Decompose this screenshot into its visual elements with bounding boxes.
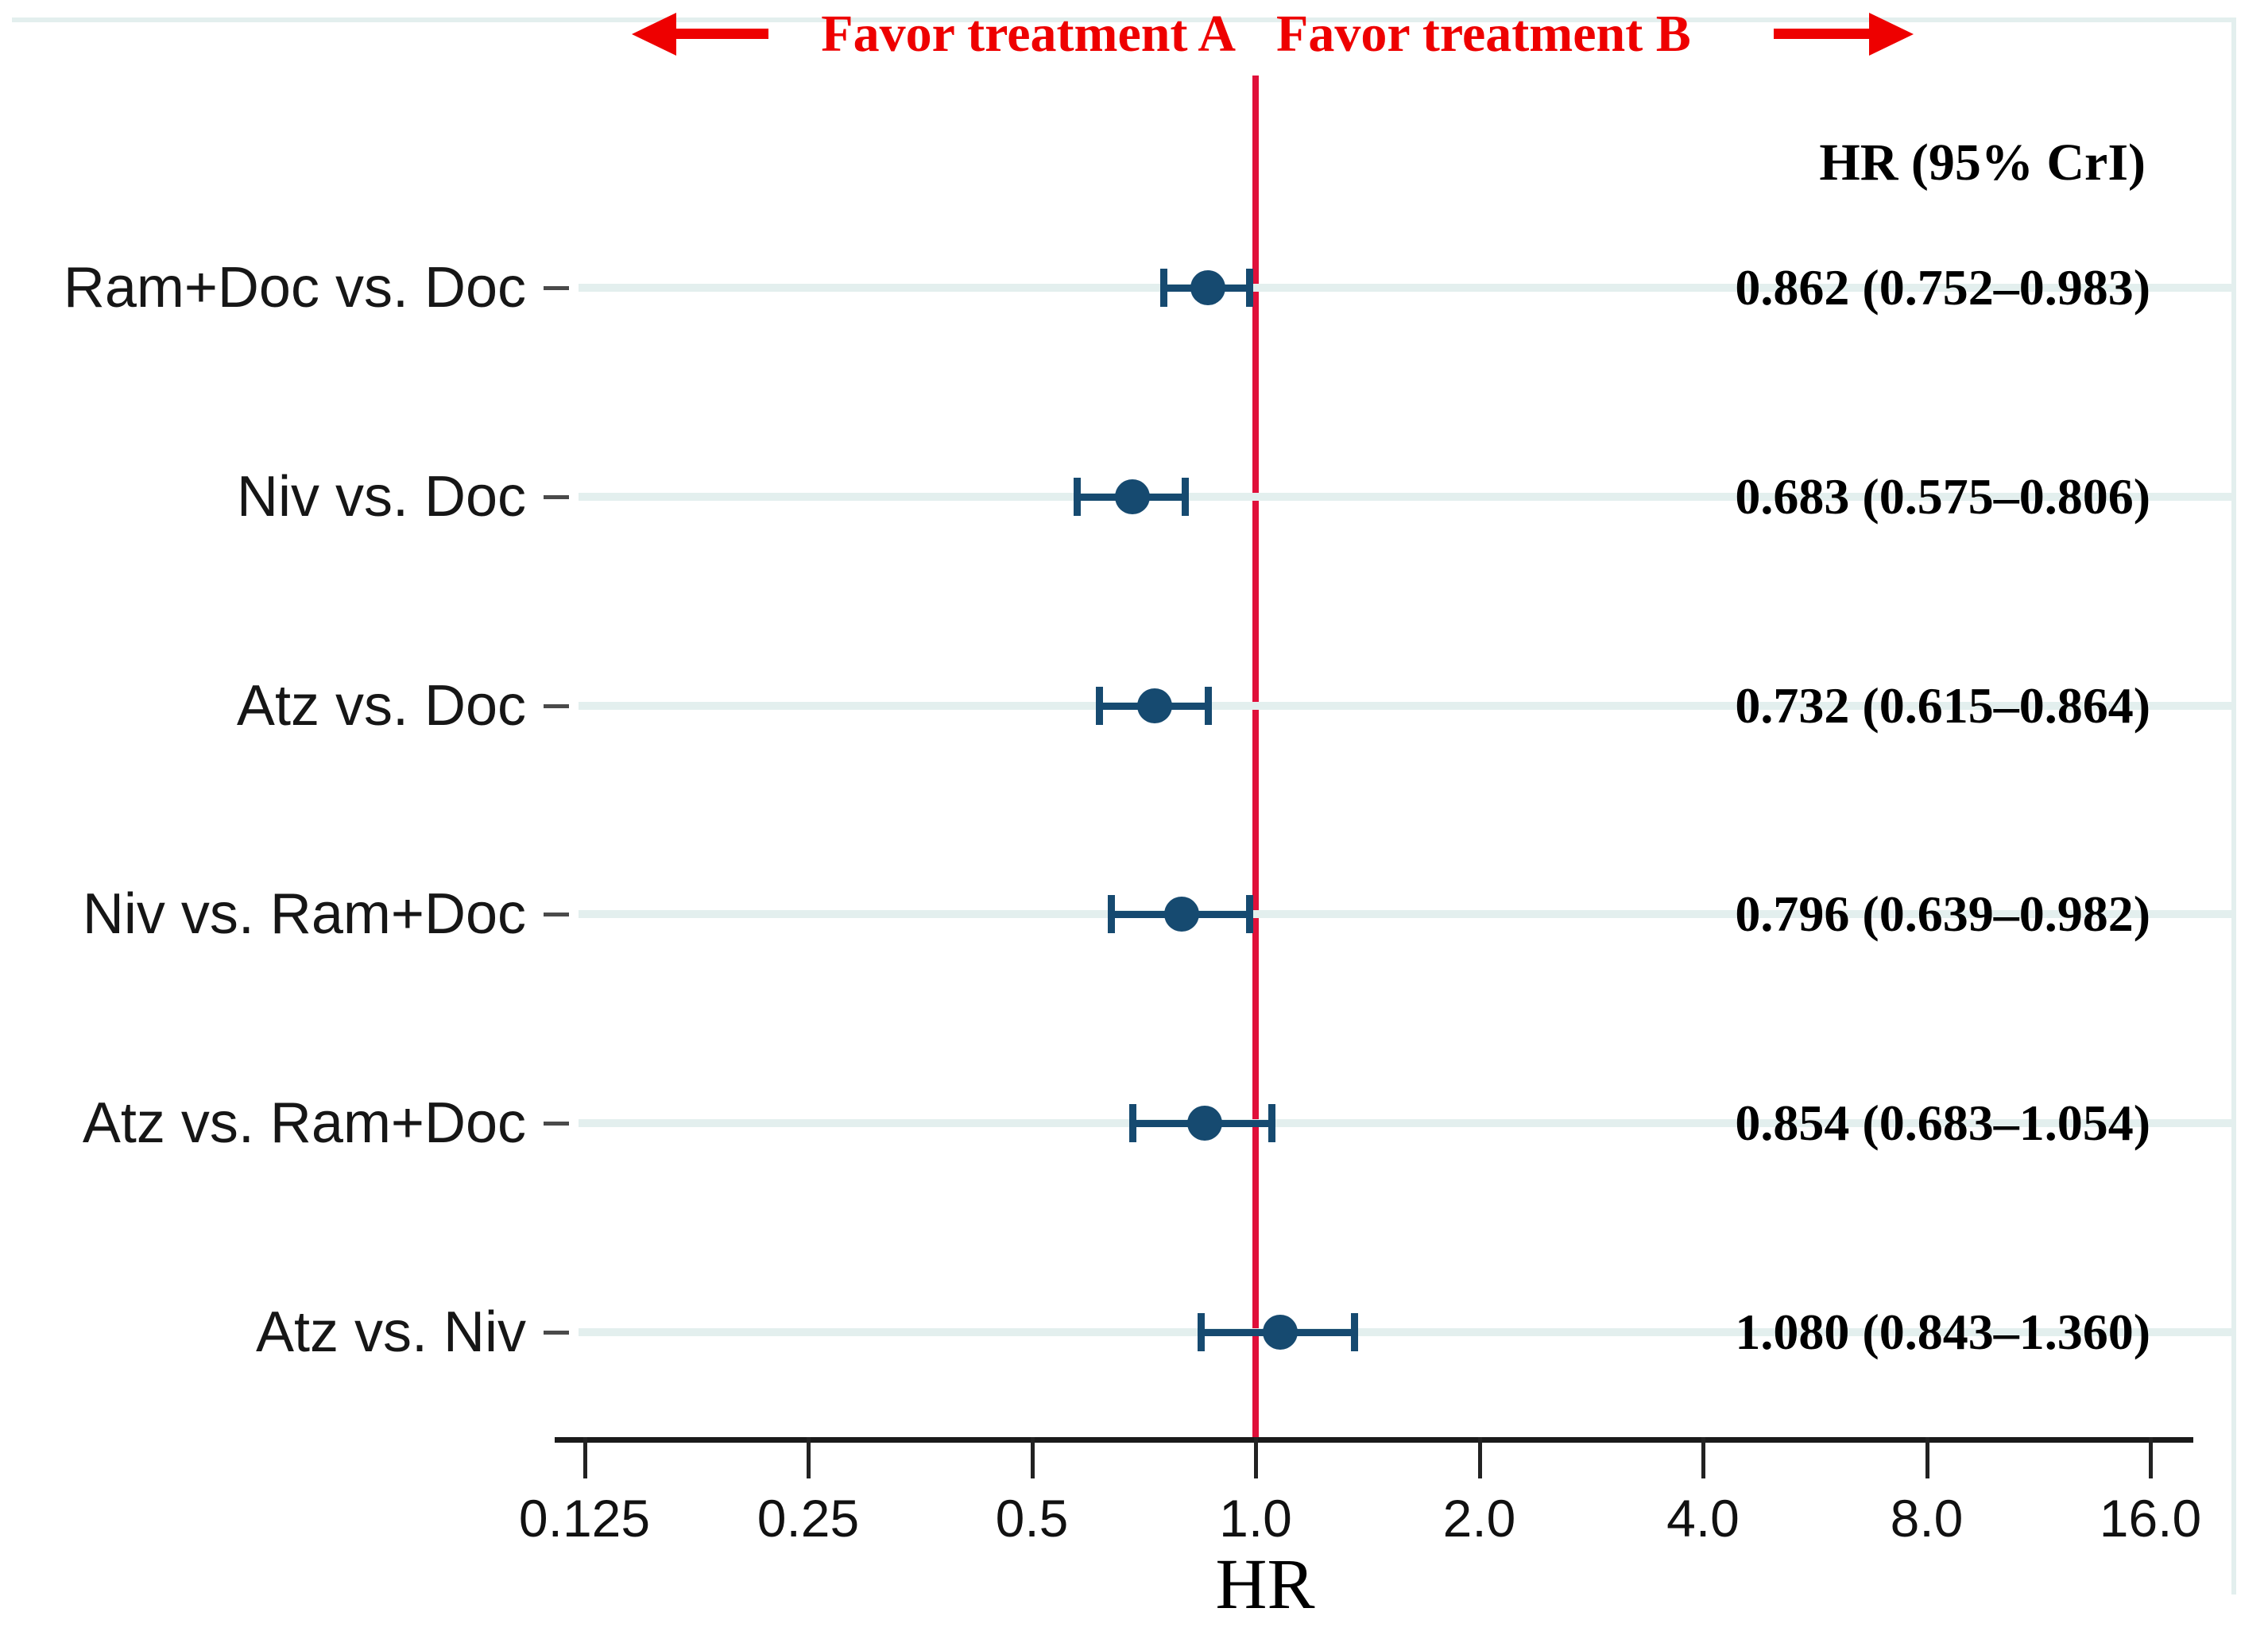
- x-axis-tick: [2149, 1437, 2153, 1478]
- x-axis-tick-label: 16.0: [2099, 1489, 2202, 1548]
- row-value: 1.080 (0.843–1.360): [1735, 1304, 2150, 1360]
- row-guide-line: [579, 1328, 2231, 1336]
- x-axis-tick-label: 2.0: [1442, 1489, 1516, 1548]
- row-value: 0.862 (0.752–0.983): [1735, 259, 2150, 316]
- row-guide-line: [579, 1119, 2231, 1128]
- x-axis-tick: [1254, 1437, 1258, 1478]
- x-axis-tick: [1477, 1437, 1482, 1478]
- ci-cap-low: [1197, 1313, 1205, 1351]
- favor-treatment-b-label: Favor treatment B: [1276, 5, 1691, 63]
- x-axis-tick: [1030, 1437, 1035, 1478]
- plot-right-border: [2231, 17, 2236, 1595]
- row-value: 0.854 (0.683–1.054): [1735, 1095, 2150, 1152]
- ci-cap-high: [1350, 1313, 1358, 1351]
- y-axis-tick: [544, 494, 569, 499]
- row-guide-line: [579, 284, 2231, 292]
- row-label: Niv vs. Doc: [236, 464, 526, 529]
- row-guide-line: [579, 492, 2231, 501]
- point-estimate-marker: [1263, 1315, 1298, 1350]
- x-axis-tick-label: 4.0: [1666, 1489, 1740, 1548]
- ci-cap-high: [1245, 895, 1253, 934]
- left-arrow-head-icon: [632, 13, 676, 56]
- value-column-header: HR (95% CrI): [1819, 134, 2146, 192]
- y-axis-tick: [544, 913, 569, 917]
- ci-cap-high: [1204, 686, 1212, 725]
- ci-cap-low: [1095, 686, 1103, 725]
- x-axis-line: [555, 1437, 2193, 1443]
- row-guide-line: [579, 701, 2231, 710]
- row-value: 0.683 (0.575–0.806): [1735, 467, 2150, 525]
- y-axis-tick: [544, 286, 569, 290]
- left-arrow-shaft: [671, 29, 768, 39]
- x-axis-tick-label: 1.0: [1219, 1489, 1292, 1548]
- point-estimate-marker: [1190, 270, 1225, 305]
- right-arrow-shaft: [1774, 29, 1871, 39]
- x-axis-tick-label: 8.0: [1890, 1489, 1964, 1548]
- x-axis-tick-label: 0.5: [995, 1489, 1069, 1548]
- row-value: 0.796 (0.639–0.982): [1735, 885, 2150, 943]
- x-axis-tick: [1701, 1437, 1705, 1478]
- ci-cap-low: [1074, 477, 1082, 516]
- ci-cap-low: [1129, 1104, 1137, 1143]
- x-axis-tick: [582, 1437, 587, 1478]
- point-estimate-marker: [1115, 479, 1151, 514]
- row-value: 0.732 (0.615–0.864): [1735, 676, 2150, 734]
- ci-cap-high: [1268, 1104, 1276, 1143]
- favor-treatment-a-label: Favor treatment A: [821, 5, 1236, 63]
- x-axis-tick: [1925, 1437, 1929, 1478]
- y-axis-tick: [544, 1122, 569, 1126]
- point-estimate-marker: [1137, 688, 1173, 723]
- y-axis-tick: [544, 1331, 569, 1335]
- row-label: Atz vs. Ram+Doc: [82, 1091, 526, 1156]
- row-label: Ram+Doc vs. Doc: [63, 256, 526, 320]
- row-label: Atz vs. Niv: [255, 1300, 526, 1364]
- ci-cap-low: [1108, 895, 1116, 934]
- row-label: Niv vs. Ram+Doc: [82, 882, 526, 947]
- x-axis-title: HR: [1215, 1545, 1315, 1624]
- x-axis-tick-label: 0.125: [518, 1489, 651, 1548]
- row-label: Atz vs. Doc: [236, 673, 526, 738]
- ci-cap-low: [1160, 269, 1168, 307]
- right-arrow-head-icon: [1869, 13, 1914, 56]
- ci-cap-high: [1182, 477, 1190, 516]
- x-axis-tick: [807, 1437, 811, 1478]
- point-estimate-marker: [1164, 897, 1200, 932]
- plot-top-border: [12, 17, 2231, 22]
- reference-line-hr-1: [1252, 76, 1259, 1437]
- point-estimate-marker: [1186, 1106, 1222, 1141]
- x-axis-tick-label: 0.25: [757, 1489, 860, 1548]
- row-guide-line: [579, 910, 2231, 919]
- y-axis-tick: [544, 703, 569, 708]
- ci-cap-high: [1246, 269, 1254, 307]
